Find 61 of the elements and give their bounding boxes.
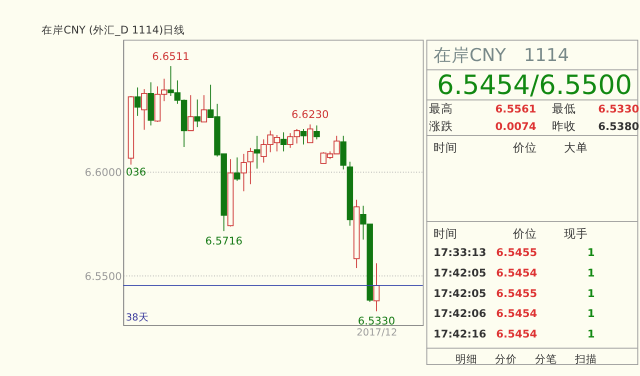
candlestick: [340, 135, 346, 170]
text: 价位: [512, 140, 538, 154]
candlestick: [300, 128, 307, 145]
text: 1: [587, 328, 595, 341]
candlestick: [200, 94, 208, 122]
text: 1114: [524, 46, 569, 66]
text: 17:42:05: [433, 266, 486, 280]
text: 最高: [429, 101, 454, 116]
candlestick: [307, 124, 314, 144]
text: 在岸CNY: [433, 46, 506, 66]
text: 现手: [564, 226, 588, 240]
text: 涨跌: [429, 119, 454, 134]
candlestick: [254, 135, 260, 170]
text: 分笔: [535, 352, 558, 366]
candlestick: [240, 153, 247, 192]
text: 6.5380: [598, 120, 640, 134]
text: 17:33:13: [433, 246, 486, 259]
text: 1: [587, 246, 595, 259]
x-tick-label: 2017/12: [356, 327, 398, 338]
text: 6.5561: [495, 102, 536, 116]
candlestick: [141, 88, 148, 130]
text: 6.5454: [496, 266, 538, 280]
text: 6.5455: [496, 246, 538, 259]
text: 价位: [512, 226, 538, 240]
annotation: 6.5330: [358, 314, 396, 328]
annotation: 6.5716: [205, 234, 243, 248]
text: 1: [587, 286, 595, 300]
text: 最低: [552, 101, 576, 116]
text: 1: [587, 266, 595, 280]
annotation: 6.6511: [152, 50, 190, 63]
y-tick-label: 6.6000: [84, 166, 122, 180]
candlestick: [373, 262, 380, 312]
text: 6.5455: [496, 286, 538, 300]
candlestick: [247, 147, 254, 185]
text: 6.5454: [496, 328, 538, 341]
text: 时间: [433, 226, 458, 240]
text: 6.5454: [496, 307, 538, 320]
text: 昨收: [552, 119, 576, 134]
candlestick: [314, 124, 320, 140]
candlestick: [188, 94, 194, 132]
text: 大单: [564, 140, 588, 154]
text: 时间: [433, 140, 458, 154]
annotation: 6.6230: [292, 108, 329, 122]
text: 0.0074: [495, 120, 536, 134]
candlestick: [194, 99, 200, 128]
text: 明细: [455, 352, 478, 366]
annotation: 036: [126, 166, 146, 179]
text: 扫描: [574, 352, 597, 366]
candlestick: [280, 132, 287, 152]
candlestick: [234, 156, 240, 182]
candlestick: [134, 87, 141, 116]
chart-title: 在岸CNY (外汇_D 1114)日线: [42, 24, 186, 36]
text: 6.5330: [598, 102, 640, 116]
y-tick-label: 6.5500: [84, 270, 122, 283]
annotation: 38天: [126, 312, 148, 324]
text: 6.5454/6.5500: [437, 70, 632, 101]
text: 1: [587, 307, 595, 320]
text: 17:42:05: [433, 286, 486, 300]
text: 17:42:16: [433, 328, 486, 341]
text: 分价: [495, 352, 518, 366]
text: 17:42:06: [433, 307, 486, 320]
